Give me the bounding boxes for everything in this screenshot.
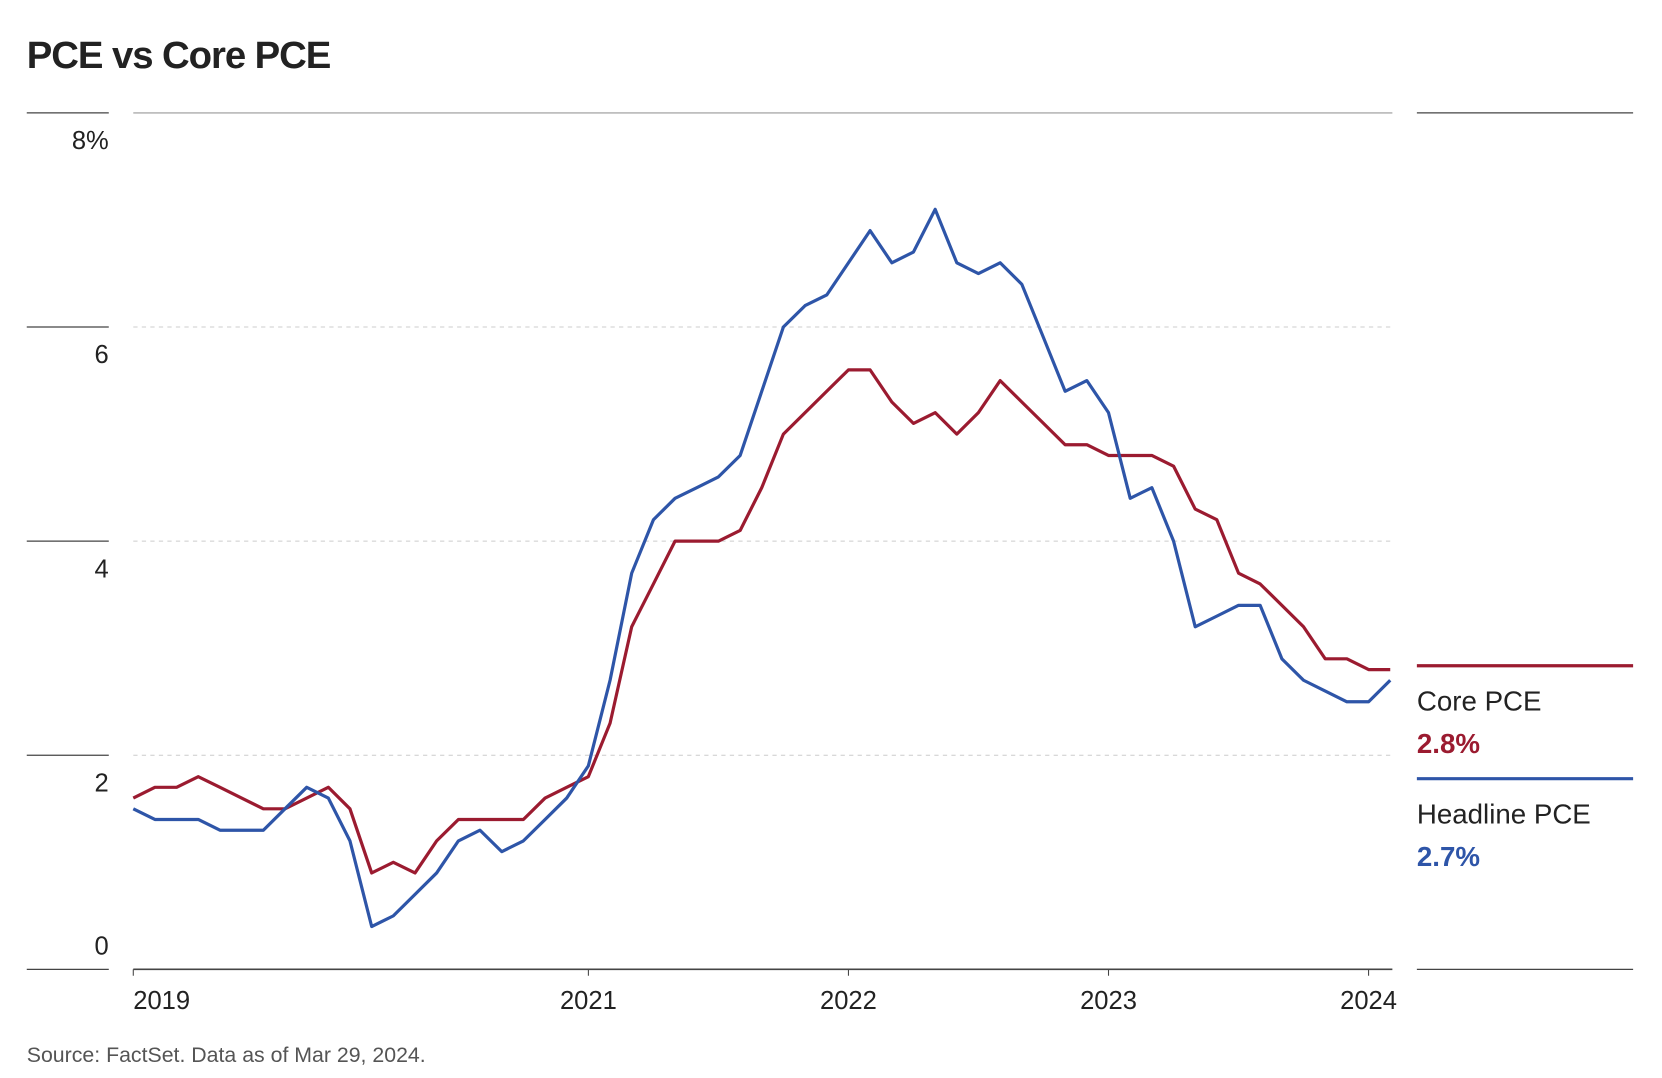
x-tick-label: 2022 xyxy=(820,987,877,1015)
x-tick-label: 2021 xyxy=(560,987,617,1015)
x-tick-label: 2024 xyxy=(1340,987,1397,1015)
legend-value: 2.7% xyxy=(1417,841,1480,872)
legend-value: 2.8% xyxy=(1417,728,1480,759)
y-tick-label: 0 xyxy=(95,932,109,960)
x-tick-label: 2019 xyxy=(133,987,190,1015)
x-tick-label: 2023 xyxy=(1080,987,1137,1015)
source-note: Source: FactSet. Data as of Mar 29, 2024… xyxy=(27,1043,426,1067)
y-tick-label: 2 xyxy=(95,769,109,797)
legend-label: Headline PCE xyxy=(1417,798,1591,829)
series-line xyxy=(132,207,1392,929)
chart-title: PCE vs Core PCE xyxy=(27,34,331,77)
y-tick-label: 8% xyxy=(72,127,109,155)
y-tick-label: 4 xyxy=(95,555,109,583)
legend-label: Core PCE xyxy=(1417,686,1542,717)
series-line xyxy=(132,368,1391,875)
y-tick-label: 6 xyxy=(95,341,109,369)
